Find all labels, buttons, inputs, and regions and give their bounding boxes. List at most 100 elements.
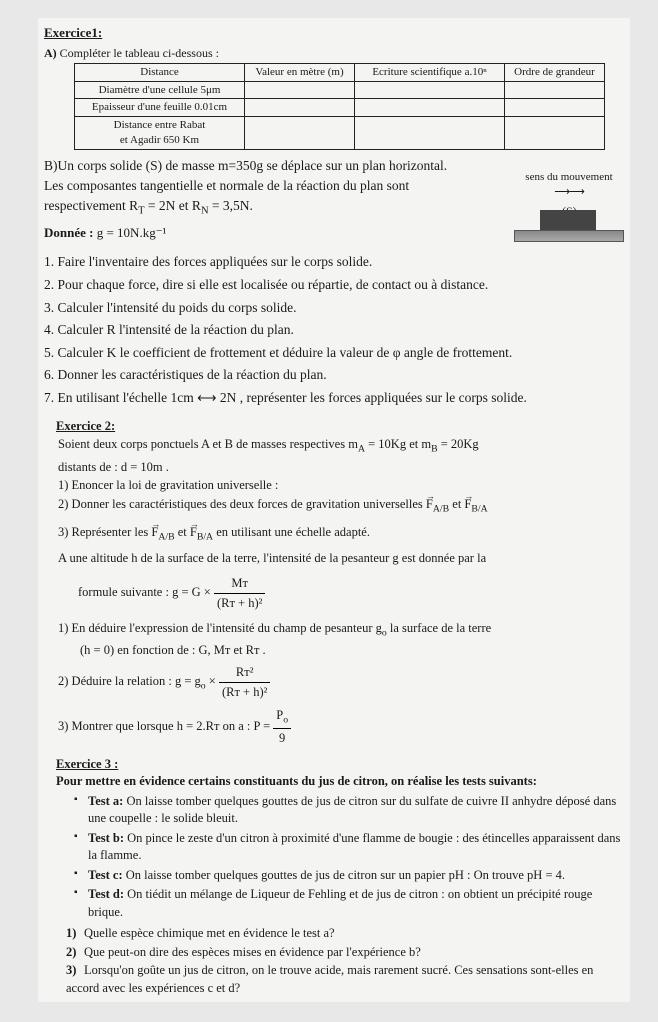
tests-list: Test a: On laisse tomber quelques goutte… [74, 793, 624, 922]
ex1-partB-wrap: B)Un corps solide (S) de masse m=350g se… [44, 156, 624, 242]
fba2-sym: F [190, 525, 197, 539]
ex2-formula: formule suivante : g = G × Mᴛ (Rᴛ + h)² [78, 574, 618, 613]
rt-eq: RT = 2N [129, 198, 175, 213]
q3n: 3) [66, 962, 84, 980]
q2t: Que peut-on dire des espèces mises en év… [84, 945, 421, 959]
q3-rest: en utilisant une échelle adapté. [216, 525, 370, 539]
donnee-label: Donnée : [44, 225, 97, 240]
partB-l2: Les composantes tangentielle et normale … [44, 176, 514, 196]
test-b: Test b: On pince le zeste d'un citron à … [74, 830, 624, 865]
table-row: Epaisseur d'une feuille 0.01cm [75, 99, 605, 117]
frac-num-p0: Po [273, 706, 291, 729]
frac-num-rt2: Rᴛ² [219, 663, 270, 683]
et1: et [452, 497, 464, 511]
ta-label: Test a: [88, 794, 123, 808]
q3t: Lorsqu'on goûte un jus de citron, on le … [66, 963, 593, 995]
rn-val: = 3,5N. [209, 198, 253, 213]
q1t: Quelle espèce chimique met en évidence l… [84, 926, 335, 940]
cell [355, 99, 505, 117]
d3-text: 3) Montrer que lorsque h = 2.Rᴛ on a : P… [58, 719, 273, 733]
ex1-A-prefix: A) [44, 46, 57, 60]
cell [245, 99, 355, 117]
test-d: Test d: On tiédit un mélange de Liqueur … [74, 886, 624, 921]
q6: 6. Donner les caractéristiques de la réa… [44, 364, 624, 386]
test-c: Test c: On laisse tomber quelques goutte… [74, 867, 624, 885]
rn-eq: RN = 3,5N. [192, 198, 253, 213]
q1n: 1) [66, 925, 84, 943]
block-diagram: (S) [514, 206, 624, 242]
fab-sym: F [426, 497, 433, 511]
th-valeur: Valeur en mètre (m) [245, 63, 355, 81]
mA-val: = 10Kg et m [365, 437, 431, 451]
cell [505, 99, 605, 117]
frac-den-rth: (Rᴛ + h)² [214, 594, 265, 613]
q4: 4. Calculer R l'intensité de la réaction… [44, 319, 624, 341]
fab-sub: A/B [433, 504, 449, 515]
ex2-d1-l2: (h = 0) en fonction de : G, Mᴛ et Rᴛ . [80, 641, 618, 660]
cell [355, 117, 505, 150]
vec-fba: F [464, 497, 471, 511]
ex3-q3: 3)Lorsqu'on goûte un jus de citron, on l… [66, 962, 624, 997]
tb-text: On pince le zeste d'un citron à proximit… [88, 831, 620, 863]
ex2-d1: 1) En déduire l'expression de l'intensit… [58, 619, 618, 641]
cell [505, 117, 605, 150]
fba-sub: B/A [471, 504, 487, 515]
fba-sym: F [464, 497, 471, 511]
ex3-q1: 1)Quelle espèce chimique met en évidence… [66, 925, 624, 943]
tb-label: Test b: [88, 831, 124, 845]
ex2-body: Soient deux corps ponctuels A et B de ma… [56, 435, 624, 747]
cell: Diamètre d'une cellule 5μm [75, 81, 245, 99]
fab2-sub: A/B [158, 532, 174, 543]
d1-text: 1) En déduire l'expression de l'intensit… [58, 621, 382, 635]
vec-fba2: F [190, 525, 197, 539]
ex1-table: Distance Valeur en mètre (m) Ecriture sc… [74, 63, 605, 150]
q2-text: 2) Donner les caractéristiques des deux … [58, 497, 426, 511]
th-sci: Ecriture scientifique a.10ⁿ [355, 63, 505, 81]
cell [245, 117, 355, 150]
ex2-q2: 2) Donner les caractéristiques des deux … [58, 495, 618, 517]
ex1-partA: A) Compléter le tableau ci-dessous : [44, 45, 624, 61]
ex2-intro1: Soient deux corps ponctuels A et B de ma… [58, 435, 618, 457]
l3-et: et [179, 198, 192, 213]
q2n: 2) [66, 944, 84, 962]
ex3-questions: 1)Quelle espèce chimique met en évidence… [66, 925, 624, 997]
d2-mid: × [206, 675, 219, 689]
vec-fab2: F [151, 525, 158, 539]
mA-sub: A [358, 444, 365, 455]
ex1-questions: 1. Faire l'inventaire des forces appliqu… [44, 251, 624, 408]
q3: 3. Calculer l'intensité du poids du corp… [44, 297, 624, 319]
ex3: Exercice 3 : Pour mettre en évidence cer… [44, 756, 624, 998]
table-row: Distance entre Rabat et Agadir 650 Km [75, 117, 605, 150]
ta-text: On laisse tomber quelques gouttes de jus… [88, 794, 616, 826]
ex2-title: Exercice 2: [56, 417, 624, 436]
d1-rest: la surface de la terre [387, 621, 491, 635]
q2: 2. Pour chaque force, dire si elle est l… [44, 274, 624, 296]
ex1-title: Exercice1: [44, 24, 624, 42]
frac-d2: Rᴛ² (Rᴛ + h)² [219, 663, 270, 702]
tc-text: On laisse tomber quelques gouttes de jus… [123, 868, 565, 882]
ex3-q2: 2)Que peut-on dire des espèces mises en … [66, 944, 624, 962]
p0-sub: o [283, 714, 288, 725]
q5: 5. Calculer K le coefficient de frotteme… [44, 342, 624, 364]
ex3-intro: Pour mettre en évidence certains constit… [56, 773, 624, 791]
td-label: Test d: [88, 887, 124, 901]
fba2-sub: B/A [197, 532, 213, 543]
q3-pre: 3) Représenter les [58, 525, 151, 539]
donnee-val: g = 10N.kg⁻¹ [97, 225, 167, 240]
intro1-text: Soient deux corps ponctuels A et B de ma… [58, 437, 358, 451]
table-header-row: Distance Valeur en mètre (m) Ecriture sc… [75, 63, 605, 81]
th-ordre: Ordre de grandeur [505, 63, 605, 81]
frac-den-9: 9 [273, 729, 291, 748]
arrow-icon: ⟶⟶ [514, 185, 624, 200]
sens-label-box: sens du mouvement ⟶⟶ [514, 170, 624, 200]
ex2-intro2: distants de : d = 10m . [58, 458, 618, 477]
th-distance: Distance [75, 63, 245, 81]
et2: et [178, 525, 190, 539]
cell: Epaisseur d'une feuille 0.01cm [75, 99, 245, 117]
test-a: Test a: On laisse tomber quelques goutte… [74, 793, 624, 828]
surface-shape [514, 230, 624, 242]
frac-g: Mᴛ (Rᴛ + h)² [214, 574, 265, 613]
q1: 1. Faire l'inventaire des forces appliqu… [44, 251, 624, 273]
ex2-d3: 3) Montrer que lorsque h = 2.Rᴛ on a : P… [58, 706, 618, 748]
formula-pre: formule suivante : g = G × [78, 585, 214, 599]
